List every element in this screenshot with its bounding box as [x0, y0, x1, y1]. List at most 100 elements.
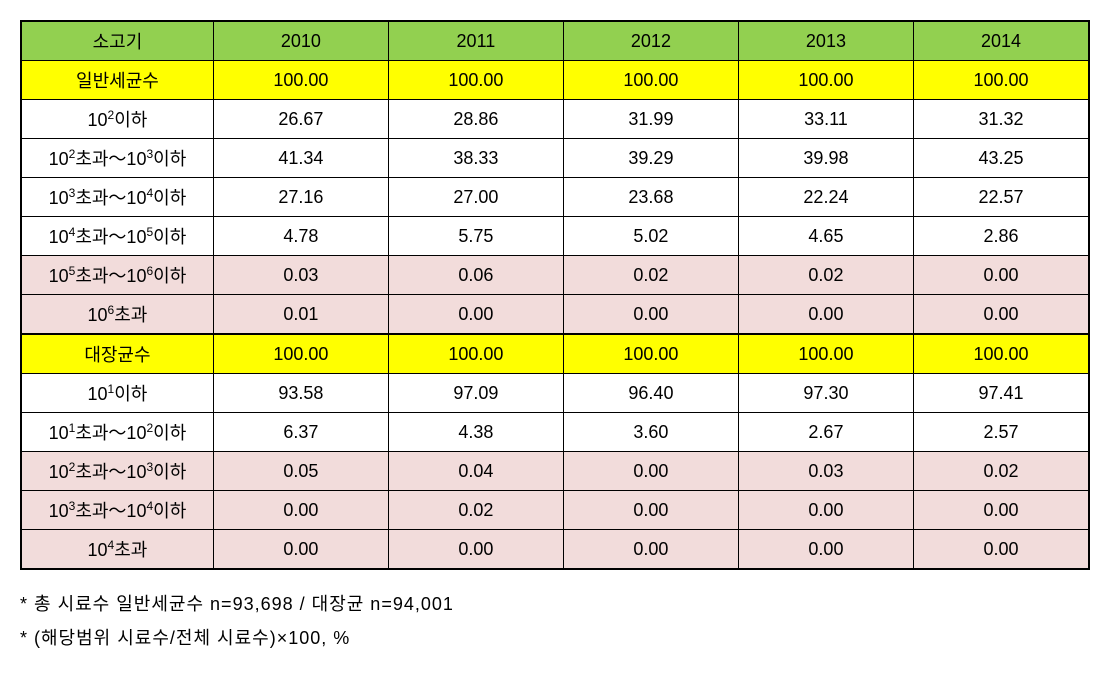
- table-cell: 0.02: [388, 491, 563, 530]
- table-cell: 93.58: [213, 374, 388, 413]
- table-cell: 33.11: [738, 100, 913, 139]
- table-cell: 2.57: [913, 413, 1089, 452]
- table-cell: 0.00: [388, 295, 563, 335]
- table-header-year: 2013: [738, 21, 913, 61]
- footnote-2: * (해당범위 시료수/전체 시료수)×100, %: [20, 624, 1092, 650]
- row-label: 102초과～103이하: [21, 452, 213, 491]
- table-cell: 0.06: [388, 256, 563, 295]
- table-cell: 4.65: [738, 217, 913, 256]
- table-cell: 38.33: [388, 139, 563, 178]
- table-cell: 100.00: [213, 334, 388, 374]
- table-cell: 39.98: [738, 139, 913, 178]
- table-cell: 22.57: [913, 178, 1089, 217]
- table-cell: 28.86: [388, 100, 563, 139]
- row-label: 103초과～104이하: [21, 178, 213, 217]
- footnote-1: * 총 시료수 일반세균수 n=93,698 / 대장균 n=94,001: [20, 590, 1092, 616]
- table-row: 101이하93.5897.0996.4097.3097.41: [21, 374, 1089, 413]
- table-cell: 5.02: [563, 217, 738, 256]
- table-cell: 0.03: [738, 452, 913, 491]
- table-cell: 43.25: [913, 139, 1089, 178]
- table-cell: 31.99: [563, 100, 738, 139]
- table-cell: 97.30: [738, 374, 913, 413]
- table-cell: 100.00: [738, 61, 913, 100]
- table-cell: 0.02: [913, 452, 1089, 491]
- table-header-label: 소고기: [21, 21, 213, 61]
- table-row: 106초과0.010.000.000.000.00: [21, 295, 1089, 335]
- table-cell: 27.16: [213, 178, 388, 217]
- table-cell: 6.37: [213, 413, 388, 452]
- table-cell: 0.00: [913, 295, 1089, 335]
- table-cell: 0.00: [913, 491, 1089, 530]
- table-cell: 0.01: [213, 295, 388, 335]
- table-cell: 0.00: [738, 491, 913, 530]
- table-cell: 100.00: [913, 61, 1089, 100]
- table-cell: 31.32: [913, 100, 1089, 139]
- table-cell: 4.38: [388, 413, 563, 452]
- table-cell: 23.68: [563, 178, 738, 217]
- table-cell: 0.00: [738, 295, 913, 335]
- table-cell: 0.00: [563, 530, 738, 570]
- data-table: 소고기20102011201220132014일반세균수100.00100.00…: [20, 20, 1090, 570]
- table-cell: 0.00: [563, 491, 738, 530]
- table-section-row: 대장균수100.00100.00100.00100.00100.00: [21, 334, 1089, 374]
- row-label: 102초과～103이하: [21, 139, 213, 178]
- table-row: 102초과～103이하41.3438.3339.2939.9843.25: [21, 139, 1089, 178]
- table-row: 103초과～104이하27.1627.0023.6822.2422.57: [21, 178, 1089, 217]
- table-cell: 0.00: [388, 530, 563, 570]
- table-cell: 0.02: [563, 256, 738, 295]
- table-cell: 100.00: [213, 61, 388, 100]
- table-cell: 4.78: [213, 217, 388, 256]
- table-cell: 100.00: [913, 334, 1089, 374]
- table-cell: 100.00: [738, 334, 913, 374]
- table-section-row: 일반세균수100.00100.00100.00100.00100.00: [21, 61, 1089, 100]
- table-header-year: 2014: [913, 21, 1089, 61]
- table-cell: 0.00: [738, 530, 913, 570]
- row-label: 102이하: [21, 100, 213, 139]
- table-cell: 0.00: [563, 452, 738, 491]
- table-cell: 2.86: [913, 217, 1089, 256]
- table-cell: 0.04: [388, 452, 563, 491]
- row-label: 104초과: [21, 530, 213, 570]
- table-cell: 22.24: [738, 178, 913, 217]
- table-cell: 0.00: [213, 530, 388, 570]
- table-cell: 100.00: [563, 334, 738, 374]
- row-label: 103초과～104이하: [21, 491, 213, 530]
- table-row: 103초과～104이하0.000.020.000.000.00: [21, 491, 1089, 530]
- table-cell: 97.41: [913, 374, 1089, 413]
- row-label: 106초과: [21, 295, 213, 335]
- row-label: 101이하: [21, 374, 213, 413]
- table-cell: 0.03: [213, 256, 388, 295]
- table-cell: 0.05: [213, 452, 388, 491]
- table-cell: 27.00: [388, 178, 563, 217]
- table-row: 102초과～103이하0.050.040.000.030.02: [21, 452, 1089, 491]
- table-cell: 0.02: [738, 256, 913, 295]
- row-label: 104초과～105이하: [21, 217, 213, 256]
- section-label: 대장균수: [21, 334, 213, 374]
- table-row: 104초과～105이하4.785.755.024.652.86: [21, 217, 1089, 256]
- table-row: 101초과～102이하6.374.383.602.672.57: [21, 413, 1089, 452]
- table-cell: 0.00: [913, 530, 1089, 570]
- table-cell: 3.60: [563, 413, 738, 452]
- table-cell: 100.00: [388, 334, 563, 374]
- table-cell: 0.00: [213, 491, 388, 530]
- table-cell: 0.00: [913, 256, 1089, 295]
- table-cell: 96.40: [563, 374, 738, 413]
- footnotes: * 총 시료수 일반세균수 n=93,698 / 대장균 n=94,001 * …: [20, 590, 1092, 650]
- table-cell: 41.34: [213, 139, 388, 178]
- table-row: 104초과0.000.000.000.000.00: [21, 530, 1089, 570]
- table-cell: 2.67: [738, 413, 913, 452]
- row-label: 105초과～106이하: [21, 256, 213, 295]
- table-row: 105초과～106이하0.030.060.020.020.00: [21, 256, 1089, 295]
- table-cell: 0.00: [563, 295, 738, 335]
- table-cell: 97.09: [388, 374, 563, 413]
- section-label: 일반세균수: [21, 61, 213, 100]
- table-cell: 39.29: [563, 139, 738, 178]
- table-header-year: 2012: [563, 21, 738, 61]
- table-header-row: 소고기20102011201220132014: [21, 21, 1089, 61]
- table-header-year: 2011: [388, 21, 563, 61]
- row-label: 101초과～102이하: [21, 413, 213, 452]
- table-cell: 26.67: [213, 100, 388, 139]
- table-row: 102이하26.6728.8631.9933.1131.32: [21, 100, 1089, 139]
- table-cell: 100.00: [563, 61, 738, 100]
- table-header-year: 2010: [213, 21, 388, 61]
